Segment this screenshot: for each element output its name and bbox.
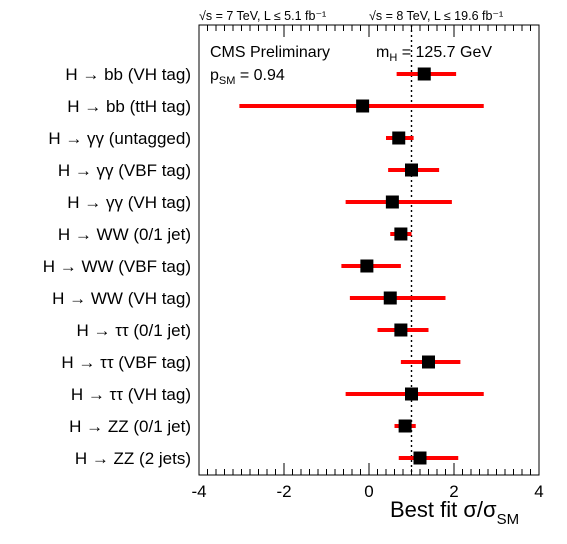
y-tick-label: H → ZZ (0/1 jet) [69,417,191,436]
data-point [360,259,374,273]
psm-label: pSM = 0.94 [210,67,285,87]
data-point [405,387,418,401]
y-tick-label: H → bb (VH tag) [65,65,191,84]
mass-value: = 125.7 GeV [397,44,492,61]
data-point [383,291,397,305]
header-right-label: √s = 8 TeV, L ≤ 19.6 fb⁻¹ [369,9,503,23]
header-left-label: √s = 7 TeV, L ≤ 5.1 fb⁻¹ [199,9,326,23]
data-point [398,419,412,433]
y-axis: H → bb (VH tag) H → bb (ttH tag) H → γγ (u… [43,65,191,468]
x-tick-label: 2 [449,482,458,501]
data-point [385,195,399,209]
cms-preliminary-label: CMS Preliminary [210,44,330,61]
x-axis: -4 -2 0 2 4 [191,25,544,501]
y-tick-label: H → γγ (VBF tag) [58,161,191,180]
psm-subscript: SM [219,75,236,87]
plot-frame [198,24,540,476]
x-tick-label: -4 [191,482,206,501]
data-point [394,323,408,337]
data-points [239,67,484,465]
mass-symbol: m [376,44,389,61]
x-tick-label: 4 [534,482,543,501]
mass-subscript: H [389,52,397,64]
x-tick-label: 0 [364,482,373,501]
y-tick-label: H → WW (VH tag) [52,289,191,308]
data-point [413,451,427,465]
y-tick-label: H → ττ (VH tag) [71,385,191,404]
data-point [392,131,406,145]
x-tick-label: -2 [276,482,291,501]
y-tick-label: H → WW (VBF tag) [43,257,191,276]
psm-value: = 0.94 [235,67,284,84]
y-tick-label: H → γγ (untagged) [48,129,191,148]
y-tick-label: H → ττ (0/1 jet) [76,321,191,340]
data-point [405,163,418,177]
x-axis-title: Best fit σ/σSM [390,497,519,528]
y-tick-label: H → WW (0/1 jet) [58,225,191,244]
data-point [394,227,408,241]
higgs-mass-label: mH = 125.7 GeV [376,44,492,64]
x-axis-title-subscript: SM [497,511,520,528]
data-point [417,67,431,81]
y-tick-label: H → ZZ (2 jets) [75,449,191,468]
y-tick-label: H → ττ (VBF tag) [61,353,191,372]
data-point [422,355,435,369]
y-tick-label: H → bb (ttH tag) [67,97,191,116]
x-axis-title-main: Best fit σ/σ [390,497,497,522]
psm-symbol: p [210,67,219,84]
data-point [356,99,370,113]
y-tick-label: H → γγ (VH tag) [67,193,191,212]
